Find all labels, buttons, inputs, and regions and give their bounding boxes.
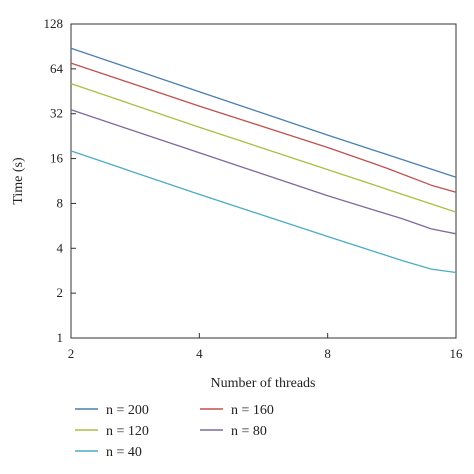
y-tick-label: 4 [57, 240, 64, 255]
x-tick-label: 16 [450, 346, 464, 361]
series-line-2 [70, 82, 457, 213]
series-line-4 [70, 150, 457, 274]
legend-label: n = 160 [231, 403, 274, 418]
y-tick-label: 2 [57, 285, 64, 300]
y-tick-label: 8 [57, 195, 64, 210]
legend-label: n = 200 [106, 403, 149, 418]
y-tick-label: 1 [57, 330, 64, 345]
legend-label: n = 40 [106, 445, 142, 460]
x-tick-label: 2 [68, 346, 75, 361]
x-axis-label: Number of threads [211, 376, 316, 391]
y-tick-label: 32 [50, 106, 63, 121]
series-layer [70, 47, 457, 274]
series-line-1 [70, 62, 457, 193]
legend-label: n = 80 [231, 424, 267, 439]
y-tick-label: 128 [44, 16, 64, 31]
y-axis: 1 2 4 8 16 32 64 128 [44, 16, 76, 345]
y-axis-label: Time (s) [11, 157, 26, 205]
x-tick-label: 4 [196, 346, 203, 361]
x-tick-label: 8 [324, 346, 331, 361]
plot-area [70, 23, 457, 339]
legend-label: n = 120 [106, 424, 149, 439]
y-tick-label: 64 [50, 61, 64, 76]
x-axis: 2 4 8 16 [68, 333, 463, 361]
legend: n = 200 n = 160 n = 120 n = 80 n = 40 [75, 403, 274, 460]
series-line-3 [70, 109, 457, 235]
y-tick-label: 16 [50, 151, 64, 166]
series-line-0 [70, 47, 457, 178]
